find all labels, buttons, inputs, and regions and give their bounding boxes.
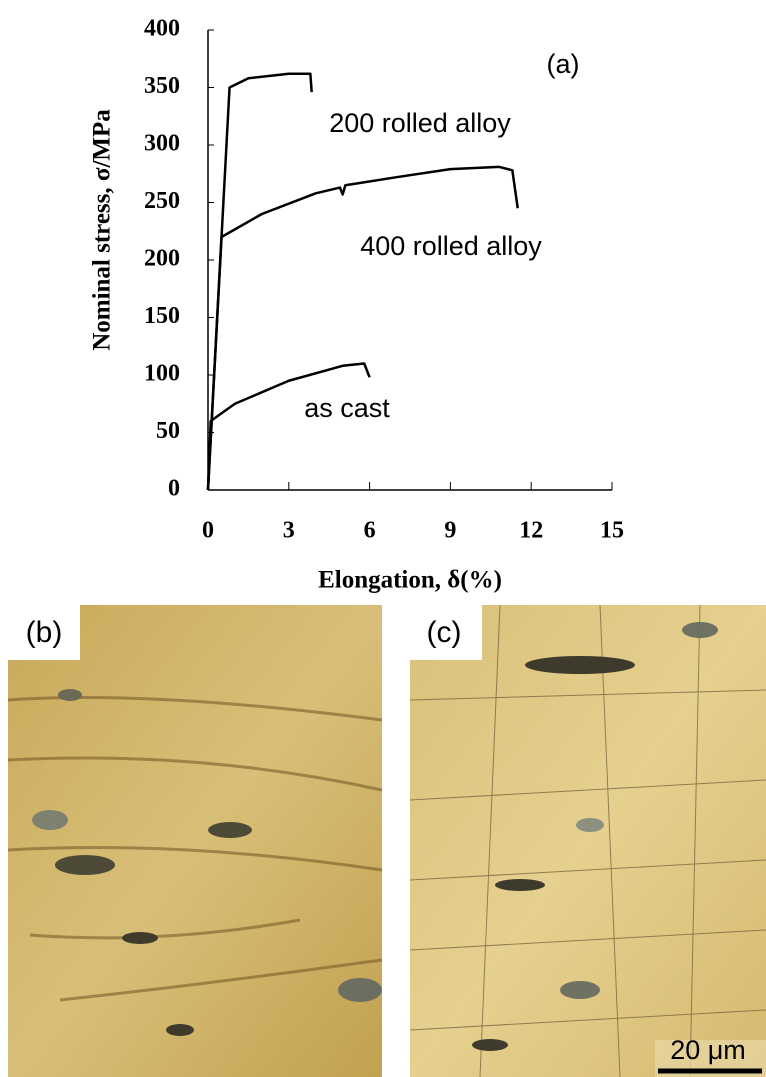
- y-tick-label: 150: [144, 303, 180, 329]
- y-tick-label: 200: [144, 246, 180, 272]
- y-tick-label: 0: [168, 476, 180, 502]
- series-label: 400 rolled alloy: [360, 231, 542, 261]
- x-tick-label: 3: [283, 518, 295, 544]
- panel-label: (b): [26, 616, 63, 649]
- x-tick-label: 9: [444, 518, 456, 544]
- x-axis-title: Elongation, δ(%): [318, 567, 502, 594]
- scale-bar-label: 20 μm: [670, 1035, 746, 1065]
- stress-curve: [206, 362, 371, 491]
- x-tick-label: 12: [519, 518, 543, 544]
- x-tick-label: 0: [202, 518, 214, 544]
- series-label: 200 rolled alloy: [329, 108, 511, 138]
- micrograph-b: (b): [7, 605, 383, 1077]
- x-tick-label: 15: [600, 518, 624, 544]
- stress-curve: [206, 72, 313, 491]
- series-label: as cast: [304, 393, 390, 423]
- panel-label: (c): [427, 616, 462, 649]
- x-tick-label: 6: [364, 518, 376, 544]
- y-tick-label: 300: [144, 131, 180, 157]
- micrograph-c: (c) 20 μm: [409, 604, 766, 1077]
- y-tick-label: 100: [144, 361, 180, 387]
- y-axis-title: Nominal stress, σ/MPa: [89, 109, 116, 351]
- stress-curve: [206, 165, 519, 491]
- y-tick-label: 400: [144, 16, 180, 42]
- y-tick-label: 250: [144, 188, 180, 214]
- y-tick-label: 50: [156, 418, 180, 444]
- y-tick-label: 350: [144, 73, 180, 99]
- annotation: (a): [547, 49, 580, 79]
